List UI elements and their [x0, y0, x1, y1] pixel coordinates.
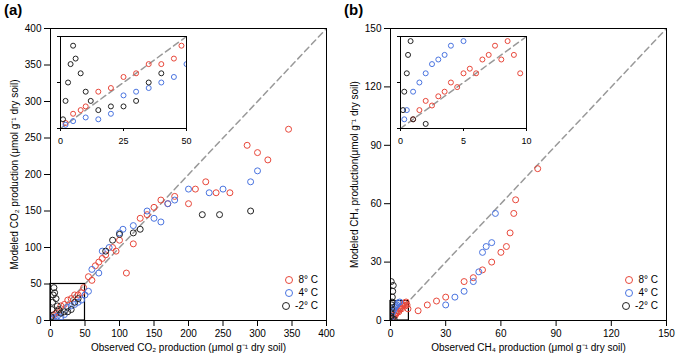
svg-text:Modeled CO₂ production (μmol g: Modeled CO₂ production (μmol g⁻¹ dry soi…	[9, 80, 20, 270]
html-text:8° C: 8° C	[298, 274, 318, 285]
html-text:4° C: 4° C	[638, 287, 658, 298]
html-text:(b): (b)	[344, 1, 364, 18]
svg-text:50: 50	[79, 328, 91, 339]
html-text:-2° C: -2° C	[295, 300, 318, 311]
svg-text:5: 5	[461, 136, 466, 144]
svg-text:0: 0	[398, 136, 403, 144]
svg-text:0: 0	[376, 315, 382, 326]
svg-text:350: 350	[284, 328, 301, 339]
html-text:-2° C: -2° C	[635, 300, 658, 311]
svg-text:300: 300	[25, 96, 42, 107]
svg-text:200: 200	[180, 328, 197, 339]
svg-text:30: 30	[370, 256, 382, 267]
svg-text:0: 0	[388, 328, 394, 339]
svg-text:150: 150	[658, 328, 675, 339]
svg-text:250: 250	[25, 132, 42, 143]
html-text:(a): (a)	[4, 1, 23, 18]
svg-text:90: 90	[551, 328, 563, 339]
svg-text:60: 60	[495, 328, 507, 339]
svg-text:25: 25	[118, 136, 128, 144]
svg-text:0: 0	[48, 328, 54, 339]
svg-text:100: 100	[25, 242, 42, 253]
svg-text:400: 400	[25, 23, 42, 34]
svg-text:250: 250	[215, 328, 232, 339]
svg-text:50: 50	[30, 278, 42, 289]
svg-text:150: 150	[365, 23, 382, 34]
svg-text:50: 50	[181, 136, 191, 144]
svg-text:0: 0	[58, 136, 63, 144]
html-text:8° C: 8° C	[638, 274, 658, 285]
svg-text:120: 120	[603, 328, 620, 339]
svg-text:90: 90	[370, 140, 382, 151]
svg-text:300: 300	[249, 328, 266, 339]
svg-text:150: 150	[146, 328, 163, 339]
svg-text:60: 60	[370, 198, 382, 209]
svg-text:10: 10	[521, 136, 531, 144]
svg-text:Observed CH₄ production (μmol: Observed CH₄ production (μmol g⁻¹ dry so…	[431, 342, 626, 353]
svg-text:400: 400	[318, 328, 335, 339]
svg-text:150: 150	[25, 205, 42, 216]
svg-text:0: 0	[36, 315, 42, 326]
html-text:4° C: 4° C	[298, 287, 318, 298]
svg-text:100: 100	[111, 328, 128, 339]
svg-text:30: 30	[440, 328, 452, 339]
svg-text:350: 350	[25, 59, 42, 70]
svg-text:120: 120	[365, 81, 382, 92]
svg-text:Observed CO₂ production (μmol: Observed CO₂ production (μmol g⁻¹ dry so…	[91, 342, 286, 353]
svg-text:200: 200	[25, 169, 42, 180]
svg-text:Modeled CH₄ production(μmol g⁻: Modeled CH₄ production(μmol g⁻¹ dry soil…	[349, 81, 360, 268]
